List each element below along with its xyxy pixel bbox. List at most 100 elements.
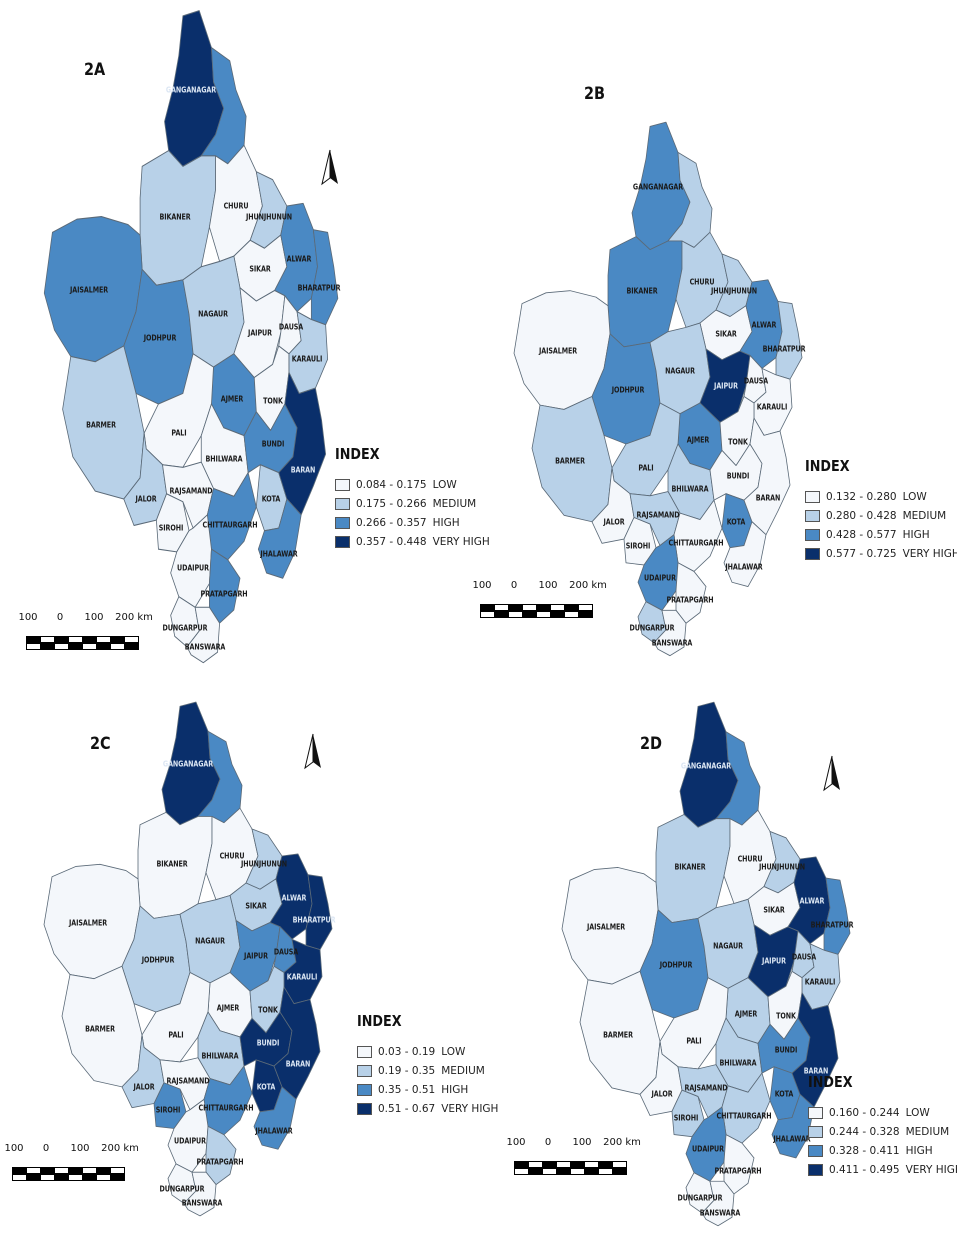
legend-range: 0.357 - 0.448	[356, 535, 427, 548]
scale-tick-label: 200 km	[569, 580, 607, 591]
district-jhalawar	[253, 1086, 297, 1150]
district-label-kota: KOTA	[726, 517, 746, 527]
scale-bar-graphic	[480, 604, 593, 611]
legend-2d: INDEX 0.160 - 0.244 LOW 0.244 - 0.328 MEDIUM…	[808, 1073, 957, 1179]
scale-bar-2c: 100 0 100 200 km	[4, 1143, 139, 1183]
district-label-baran: BARAN	[803, 1066, 829, 1076]
district-label-sikar: SIKAR	[245, 901, 267, 911]
district-label-alwar: ALWAR	[751, 320, 777, 330]
district-label-bundi: BUNDI	[261, 439, 284, 449]
district-label-banswara: BANSWARA	[185, 642, 226, 652]
scale-tick-label: 100	[472, 580, 492, 591]
scale-segment	[523, 605, 537, 610]
district-label-bharatpur: BHARATPUR	[292, 915, 336, 925]
legend-level: LOW	[441, 1045, 466, 1058]
scale-segment	[69, 1175, 83, 1180]
district-label-udaipur: UDAIPUR	[177, 563, 210, 573]
district-label-chittaurgarh: CHITTAURGARH	[668, 538, 724, 548]
district-bharatpur	[823, 877, 851, 955]
scale-segment	[599, 1169, 613, 1174]
district-label-ganganagar: GANGANAGAR	[162, 759, 214, 769]
district-label-jhalawar: JHALAWAR	[773, 1134, 811, 1144]
district-label-pratapgarh: PRATAPGARH	[196, 1157, 244, 1167]
district-label-barmer: BARMER	[603, 1030, 633, 1040]
legend-swatch	[805, 528, 820, 541]
scale-tick-label: 0	[510, 580, 518, 591]
legend-title: INDEX	[808, 1073, 853, 1091]
legend-level: VERY HIGH	[432, 535, 490, 548]
district-label-kota: KOTA	[774, 1089, 794, 1099]
district-label-nagaur: NAGAUR	[198, 309, 229, 319]
district-bharatpur	[310, 229, 339, 326]
scale-bar-graphic	[12, 1167, 125, 1174]
district-label-churu: CHURU	[219, 851, 245, 861]
district-label-ajmer: AJMER	[216, 1003, 240, 1013]
legend-range: 0.328 - 0.411	[829, 1144, 900, 1157]
scale-tick-label: 200 km	[603, 1137, 641, 1148]
district-label-bundi: BUNDI	[774, 1045, 798, 1055]
legend-level: VERY HIGH	[902, 547, 957, 560]
scale-tick-label: 100	[4, 1143, 24, 1154]
scale-segment	[515, 1162, 529, 1167]
legend-item: 0.19 - 0.35 MEDIUM	[357, 1061, 498, 1080]
legend-item: 0.51 - 0.67 VERY HIGH	[357, 1099, 498, 1118]
district-label-karauli: KARAULI	[291, 354, 323, 364]
district-label-bundi: BUNDI	[726, 471, 750, 481]
district-label-jhunjhunun: JHUNJHUNUN	[758, 862, 806, 872]
legend-range: 0.160 - 0.244	[829, 1106, 900, 1119]
district-banswara	[183, 1171, 217, 1217]
legend-item: 0.577 - 0.725 VERY HIGH	[805, 544, 957, 563]
district-label-barmer: BARMER	[555, 456, 585, 466]
scale-segment	[27, 1175, 41, 1180]
district-label-jaipur: JAIPUR	[248, 328, 273, 338]
panel-label-2a: 2A	[84, 60, 106, 80]
legend-item: 0.084 - 0.175 LOW	[335, 475, 490, 494]
district-label-baran: BARAN	[285, 1059, 311, 1069]
district-label-sikar: SIKAR	[763, 905, 785, 915]
district-label-dungarpur: DUNGARPUR	[162, 623, 208, 633]
scale-segment	[41, 637, 55, 642]
district-label-jodhpur: JODHPUR	[659, 960, 693, 970]
legend-item: 0.35 - 0.51 HIGH	[357, 1080, 498, 1099]
scale-segment	[613, 1162, 626, 1167]
district-label-rajsamand: RAJSAMAND	[166, 1076, 210, 1086]
district-jaipur	[699, 348, 751, 423]
scale-segment	[529, 1169, 543, 1174]
map-svg-2d	[561, 701, 851, 1227]
district-jaipur	[747, 924, 799, 998]
district-jhalawar	[257, 498, 302, 579]
district-label-dausa: DAUSA	[743, 376, 769, 386]
district-label-nagaur: NAGAUR	[195, 936, 225, 946]
district-label-kota: KOTA	[261, 494, 280, 504]
district-label-bharatpur: BHARATPUR	[298, 283, 341, 293]
scale-segment	[27, 637, 41, 642]
district-pratapgarh	[675, 562, 707, 624]
district-label-chittaurgarh: CHITTAURGARH	[716, 1111, 772, 1121]
scale-tick-label: 100	[538, 580, 558, 591]
legend-swatch	[805, 490, 820, 503]
district-bharatpur	[305, 874, 333, 951]
district-label-chittaurgarh: CHITTAURGARH	[198, 1103, 254, 1113]
legend-item: 0.175 - 0.266 MEDIUM	[335, 494, 490, 513]
district-label-jaipur: JAIPUR	[244, 951, 268, 961]
legend-swatch	[808, 1106, 823, 1119]
district-label-karauli: KARAULI	[804, 977, 836, 987]
legend-range: 0.577 - 0.725	[826, 547, 897, 560]
district-label-kota: KOTA	[256, 1082, 276, 1092]
legend-swatch	[808, 1144, 823, 1157]
scale-tick-label: 0	[544, 1137, 552, 1148]
legend-level: HIGH	[902, 528, 930, 541]
scale-tick-label: 200 km	[101, 1143, 139, 1154]
scale-segment	[97, 637, 111, 642]
legend-item: 0.160 - 0.244 LOW	[808, 1103, 957, 1122]
district-label-tonk: TONK	[258, 1005, 278, 1015]
district-banswara	[653, 609, 687, 657]
legend-item: 0.411 - 0.495 VERY HIGH	[808, 1160, 957, 1179]
district-label-barmer: BARMER	[85, 1024, 115, 1034]
scale-segment	[565, 605, 579, 610]
district-label-alwar: ALWAR	[799, 896, 825, 906]
scale-segment	[551, 612, 565, 617]
scale-tick-label: 0	[56, 612, 64, 623]
scale-segment	[69, 1168, 83, 1173]
scale-segment	[111, 637, 125, 642]
